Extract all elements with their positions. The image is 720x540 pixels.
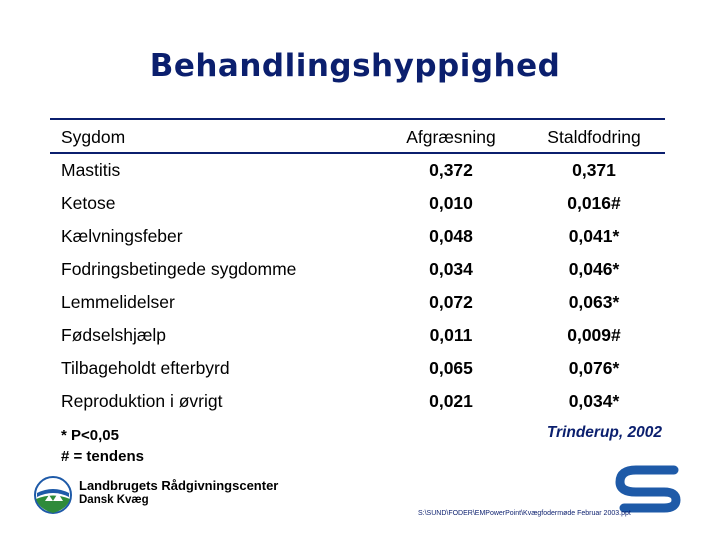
cell-staldfodring: 0,076*: [568, 358, 620, 378]
table-row: Reproduktion i øvrigt 0,021 0,034*: [61, 388, 671, 414]
table-header-row: Sygdom Afgræsning Staldfodring: [61, 124, 671, 150]
cell-staldfodring: 0,041*: [568, 226, 620, 246]
cell-sygdom: Mastitis: [61, 160, 121, 180]
table-row: Ketose 0,010 0,016#: [61, 190, 671, 216]
table-row: Kælvningsfeber 0,048 0,041*: [61, 223, 671, 249]
file-path-footer: S:\SUND\FODER\EMPowerPoint\Kvægfodermøde…: [418, 510, 631, 517]
table-row: Mastitis 0,372 0,371: [61, 157, 671, 183]
cell-sygdom: Reproduktion i øvrigt: [61, 391, 223, 411]
cell-afgraesning: 0,034: [429, 259, 473, 279]
cell-staldfodring: 0,009#: [567, 325, 621, 345]
header-staldfodring: Staldfodring: [547, 127, 641, 147]
cell-staldfodring: 0,371: [572, 160, 616, 180]
header-rule-top: [50, 118, 665, 120]
cell-afgraesning: 0,021: [429, 391, 473, 411]
organization-name: Landbrugets Rådgivningscenter: [79, 478, 279, 493]
header-afgraesning: Afgræsning: [406, 127, 496, 147]
header-rule-bottom: [50, 152, 665, 154]
cell-sygdom: Fodringsbetingede sygdomme: [61, 259, 297, 279]
cell-afgraesning: 0,011: [429, 325, 473, 345]
cell-staldfodring: 0,046*: [568, 259, 620, 279]
table-row: Fodringsbetingede sygdomme 0,034 0,046*: [61, 256, 671, 282]
source-citation: Trinderup, 2002: [546, 424, 662, 441]
footnotes: * P<0,05 # = tendens: [61, 425, 144, 467]
s-logo-icon: [615, 465, 681, 513]
cell-sygdom: Tilbageholdt efterbyrd: [61, 358, 230, 378]
cell-afgraesning: 0,372: [429, 160, 473, 180]
table-row: Fødselshjælp 0,011 0,009#: [61, 322, 671, 348]
page-title: Behandlingshyppighed: [149, 48, 561, 84]
cell-sygdom: Fødselshjælp: [61, 325, 167, 345]
cell-sygdom: Kælvningsfeber: [61, 226, 183, 246]
organization: Landbrugets Rådgivningscenter Dansk Kvæg: [79, 478, 278, 508]
cell-sygdom: Lemmelidelser: [61, 292, 175, 312]
cell-staldfodring: 0,034*: [568, 391, 620, 411]
organization-sub: Dansk Kvæg: [79, 494, 149, 506]
cell-afgraesning: 0,048: [429, 226, 473, 246]
footnote-tendency: # = tendens: [61, 448, 144, 465]
table-row: Lemmelidelser 0,072 0,063*: [61, 289, 671, 315]
cell-staldfodring: 0,063*: [568, 292, 620, 312]
cell-sygdom: Ketose: [61, 193, 116, 213]
cell-afgraesning: 0,072: [429, 292, 473, 312]
table-row: Tilbageholdt efterbyrd 0,065 0,076*: [61, 355, 671, 381]
footnote-significance: * P<0,05: [61, 427, 119, 444]
globe-logo-icon: [34, 476, 72, 514]
cell-afgraesning: 0,010: [429, 193, 473, 213]
header-sygdom: Sygdom: [61, 127, 126, 147]
cell-staldfodring: 0,016#: [567, 193, 621, 213]
cell-afgraesning: 0,065: [429, 358, 473, 378]
